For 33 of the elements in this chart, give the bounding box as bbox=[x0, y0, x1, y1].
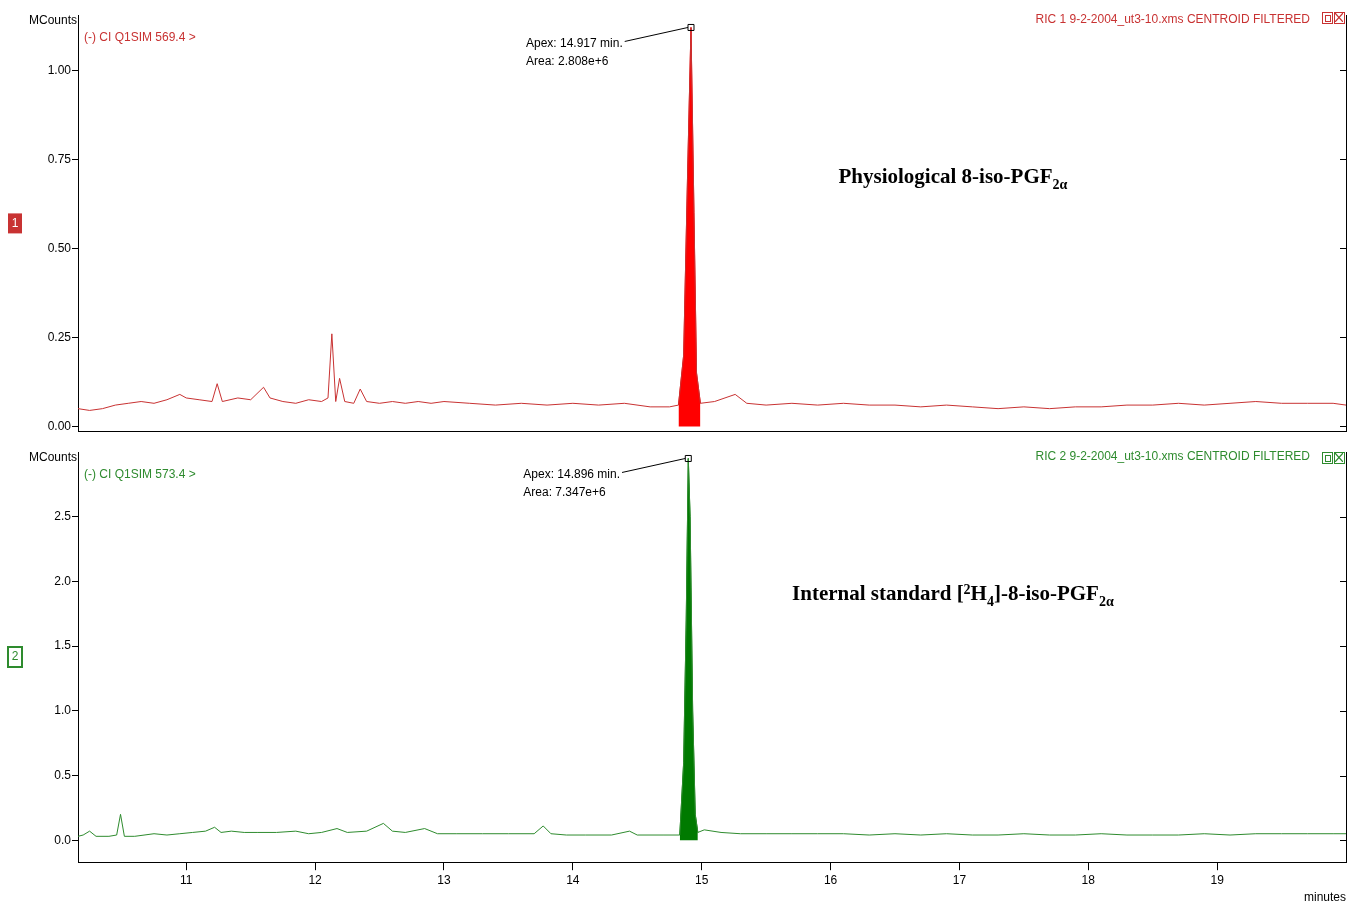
x-axis-title: minutes bbox=[1303, 890, 1346, 905]
annotation: Area: 2.808e+6 bbox=[526, 53, 609, 68]
x-tick-label: 14 bbox=[566, 872, 580, 887]
text: 1 bbox=[11, 215, 19, 230]
x-tick-label: 11 bbox=[180, 872, 193, 887]
annotation: (-) CI Q1SIM 573.4 > bbox=[84, 467, 196, 482]
annotation: (-) CI Q1SIM 569.4 > bbox=[84, 30, 196, 45]
y-tick-label: 2.5 bbox=[54, 509, 72, 524]
y-tick-label: 0.25 bbox=[47, 329, 72, 344]
annotation: RIC 1 9-2-2004_ut3-10.xms CENTROID FILTERED bbox=[1035, 12, 1311, 27]
y-tick-label: 0.50 bbox=[47, 240, 72, 255]
x-tick-label: 15 bbox=[695, 872, 709, 887]
annotation: RIC 2 9-2-2004_ut3-10.xms CENTROID FILTERED bbox=[1035, 449, 1311, 464]
y-tick-label: 1.00 bbox=[47, 62, 72, 77]
y-tick-label: 2.0 bbox=[54, 573, 72, 588]
x-tick-label: 13 bbox=[437, 872, 451, 887]
y-tick-label: 0.5 bbox=[54, 767, 72, 782]
annotation: Area: 7.347e+6 bbox=[523, 484, 607, 499]
annotation: Apex: 14.917 min. bbox=[526, 35, 623, 50]
y-axis-title: MCounts bbox=[28, 13, 77, 28]
x-tick-label: 19 bbox=[1210, 872, 1225, 887]
text: 2 bbox=[11, 649, 19, 664]
y-axis-title: MCounts bbox=[28, 450, 77, 465]
y-tick-label: 1.0 bbox=[54, 703, 72, 718]
x-tick-label: 18 bbox=[1081, 872, 1096, 887]
annotation: Apex: 14.896 min. bbox=[523, 466, 621, 481]
y-tick-label: 0.0 bbox=[54, 832, 72, 847]
y-tick-label: 0.00 bbox=[47, 418, 72, 433]
y-tick-label: 0.75 bbox=[47, 151, 72, 166]
x-tick-label: 17 bbox=[952, 872, 967, 887]
y-tick-label: 1.5 bbox=[54, 638, 72, 653]
x-tick-label: 16 bbox=[823, 872, 838, 887]
x-tick-label: 12 bbox=[308, 872, 323, 887]
